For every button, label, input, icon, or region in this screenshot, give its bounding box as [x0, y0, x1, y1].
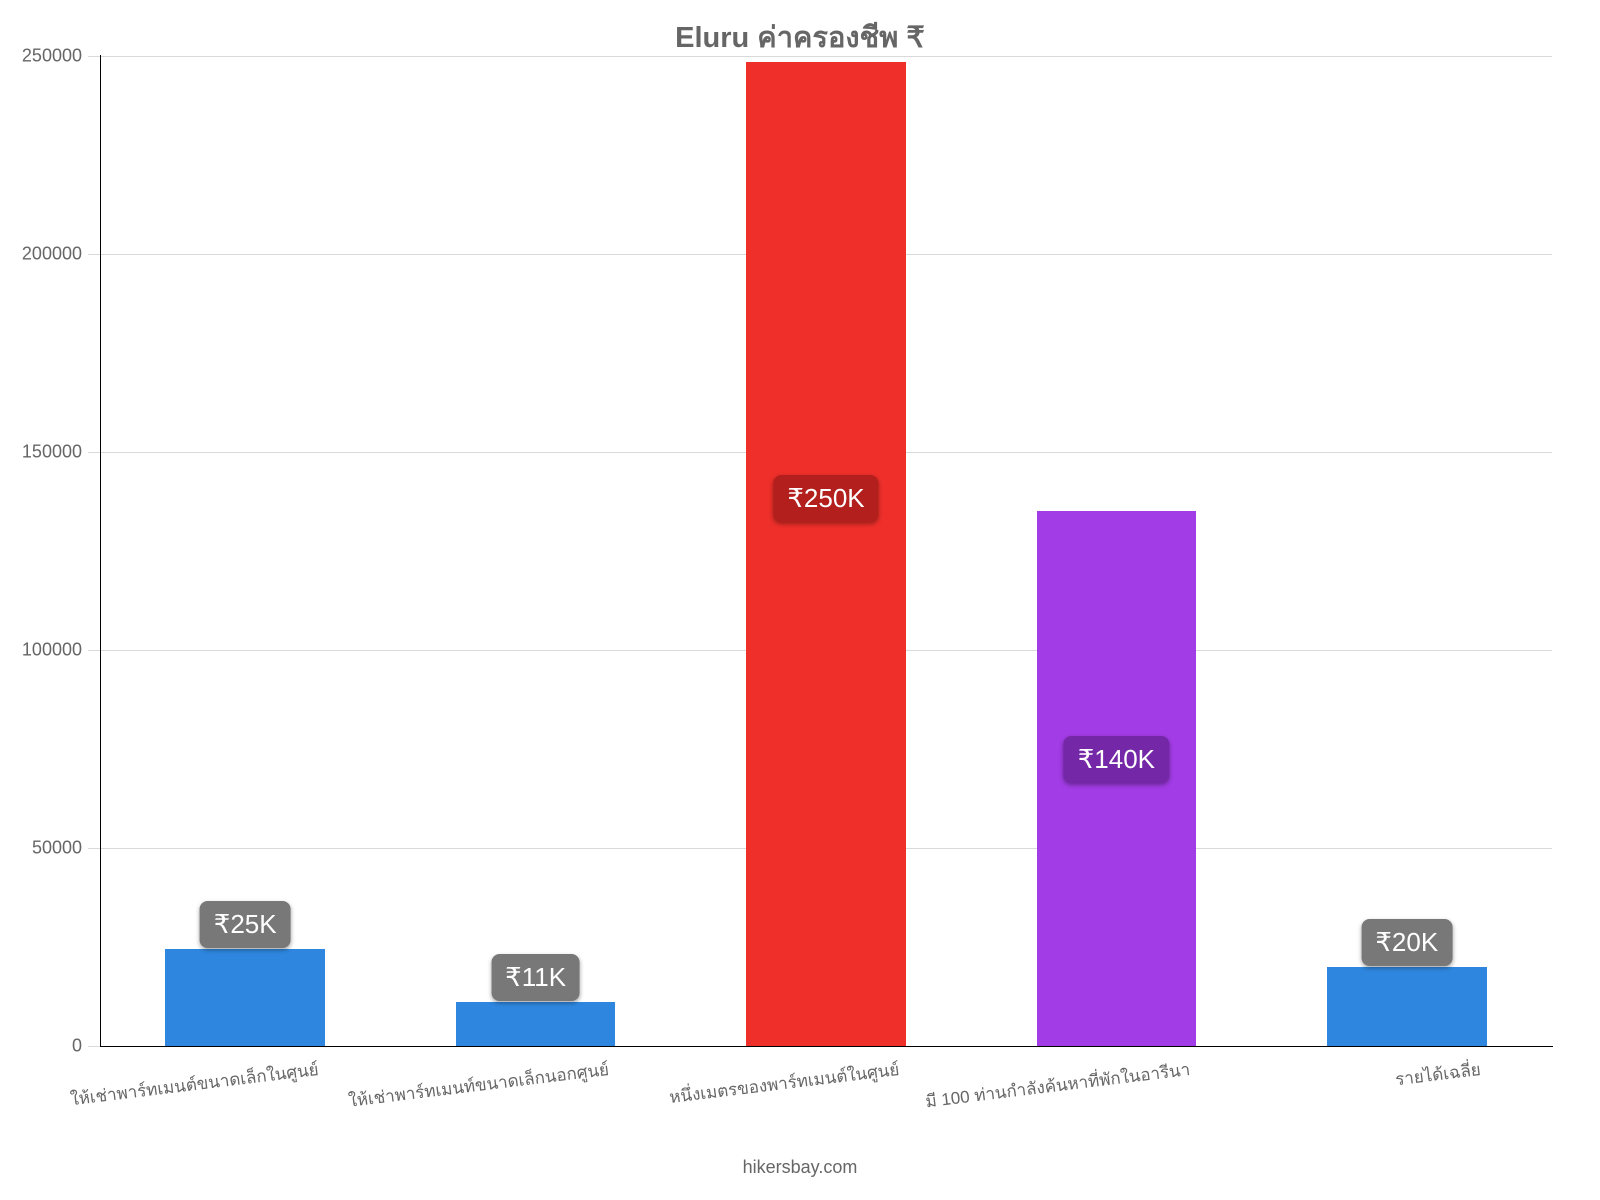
chart-title: Eluru ค่าครองชีพ ₹	[0, 14, 1600, 60]
x-axis-line	[99, 1046, 1553, 1047]
bar-value-label: ₹20K	[1361, 919, 1452, 966]
x-tick-label: ให้เช่าพาร์ทเมนท์ขนาดเล็กนอกศูนย์	[347, 1056, 611, 1115]
x-tick-label: หนึ่งเมตรของพาร์ทเมนต์ในศูนย์	[668, 1056, 901, 1111]
x-tick-label: มี 100 ท่านกำลังค้นหาที่พักในอารีนา	[924, 1056, 1192, 1115]
bar	[165, 949, 325, 1046]
y-tick-mark	[88, 56, 100, 57]
y-tick-mark	[88, 254, 100, 255]
plot-area: 050000100000150000200000250000₹25Kให้เช่…	[100, 56, 1552, 1046]
y-tick-mark	[88, 452, 100, 453]
y-tick-mark	[88, 848, 100, 849]
bar-value-label: ₹25K	[200, 901, 291, 948]
bar	[1327, 967, 1487, 1046]
bar-value-label: ₹11K	[491, 954, 580, 1001]
y-axis-line	[100, 55, 101, 1047]
gridline	[88, 56, 1552, 57]
attribution-text: hikersbay.com	[0, 1157, 1600, 1178]
x-tick-label: รายได้เฉลี่ย	[1393, 1056, 1482, 1093]
bar	[456, 1002, 616, 1046]
x-tick-label: ให้เช่าพาร์ทเมนต์ขนาดเล็กในศูนย์	[69, 1056, 320, 1113]
cost-of-living-chart: Eluru ค่าครองชีพ ₹ 050000100000150000200…	[0, 0, 1600, 1200]
y-tick-mark	[88, 1046, 100, 1047]
bar-value-label: ₹140K	[1064, 736, 1169, 783]
bar	[746, 62, 906, 1046]
y-tick-mark	[88, 650, 100, 651]
bar-value-label: ₹250K	[773, 475, 878, 522]
